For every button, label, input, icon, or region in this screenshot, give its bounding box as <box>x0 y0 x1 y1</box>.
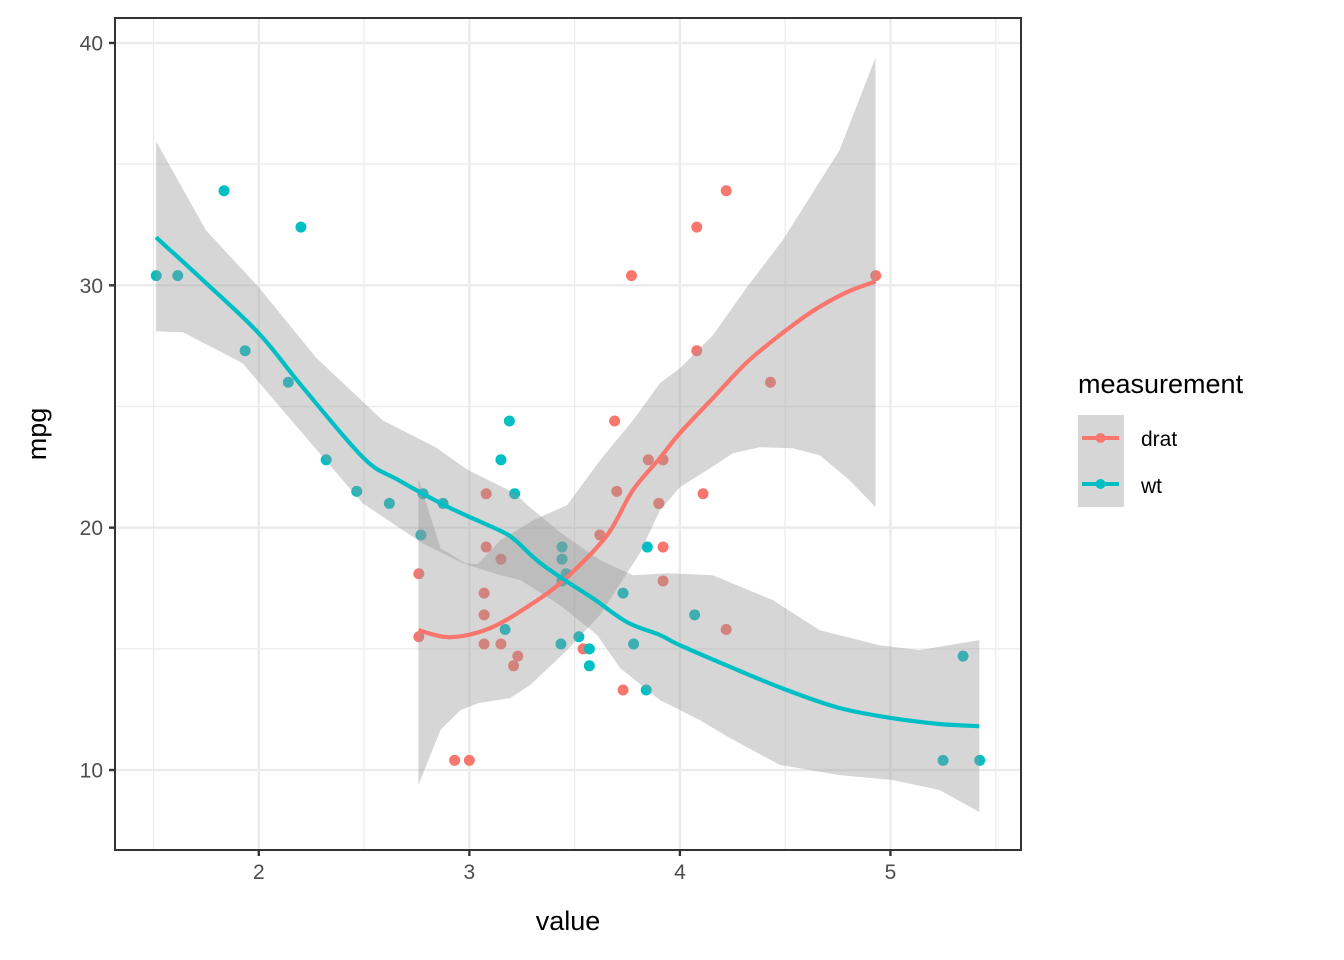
point-drat <box>697 488 709 500</box>
x-tick-label: 5 <box>885 861 897 884</box>
point-drat <box>691 221 703 233</box>
point-wt <box>555 638 567 650</box>
legend-point-drat <box>1095 433 1106 443</box>
legend-title: measurement <box>1078 369 1244 399</box>
point-wt <box>509 488 521 500</box>
point-wt <box>172 270 184 282</box>
point-wt <box>495 454 507 466</box>
legend-label-drat: drat <box>1141 428 1177 451</box>
point-wt <box>974 754 986 766</box>
legend-key-drat <box>1078 415 1124 461</box>
point-wt <box>689 609 701 621</box>
panel-background <box>115 18 1021 850</box>
smooth-line-wt <box>154 235 980 729</box>
legend-key-wt <box>1078 461 1124 507</box>
point-drat <box>764 376 776 388</box>
y-tick-label: 20 <box>80 517 103 540</box>
point-drat <box>617 684 629 696</box>
point-drat <box>478 609 490 621</box>
point-drat <box>413 631 425 643</box>
point-wt <box>150 270 162 282</box>
panel-border <box>114 17 1022 851</box>
point-wt <box>351 485 363 497</box>
minor-gridlines <box>115 18 1021 850</box>
point-drat <box>495 553 507 565</box>
point-wt <box>556 553 568 565</box>
point-drat <box>657 541 669 553</box>
point-drat <box>508 660 520 672</box>
point-drat <box>495 638 507 650</box>
point-drat <box>625 270 637 282</box>
point-wt <box>499 623 511 635</box>
point-drat <box>657 575 669 587</box>
point-wt <box>556 541 568 553</box>
point-wt <box>583 643 595 655</box>
point-drat <box>478 638 490 650</box>
points-layer <box>150 185 986 766</box>
confidence-ribbon-wt <box>156 141 980 812</box>
point-wt <box>628 638 640 650</box>
plot-panel <box>114 17 1022 851</box>
legend: measurement drat wt <box>1078 369 1244 507</box>
x-axis-title: value <box>536 906 601 936</box>
point-drat <box>611 485 623 497</box>
point-wt <box>957 650 969 662</box>
point-wt <box>937 754 949 766</box>
smooth-line-drat <box>417 279 877 640</box>
point-wt <box>583 660 595 672</box>
point-wt <box>295 221 307 233</box>
point-wt <box>383 497 395 509</box>
smooth-lines-layer <box>154 235 980 729</box>
y-tick-label: 10 <box>80 760 103 783</box>
y-tick-label: 40 <box>80 32 103 55</box>
point-drat <box>463 754 475 766</box>
y-axis: 10 20 30 40 <box>80 32 115 783</box>
x-axis: 2 3 4 5 <box>253 850 896 884</box>
point-drat <box>480 541 492 553</box>
point-drat <box>642 454 654 466</box>
x-tick-label: 2 <box>253 861 265 884</box>
point-drat <box>480 488 492 500</box>
point-wt <box>415 529 427 541</box>
point-wt <box>282 376 294 388</box>
point-drat <box>512 650 524 662</box>
point-wt <box>320 454 332 466</box>
point-wt <box>641 541 653 553</box>
point-drat <box>691 345 703 357</box>
point-wt <box>617 587 629 599</box>
point-wt <box>239 345 251 357</box>
point-drat <box>449 754 461 766</box>
point-wt <box>503 415 515 427</box>
point-drat <box>653 497 665 509</box>
point-drat <box>609 415 621 427</box>
legend-point-wt <box>1095 479 1106 489</box>
point-drat <box>478 587 490 599</box>
point-wt <box>573 631 585 643</box>
point-drat <box>870 270 882 282</box>
y-axis-title: mpg <box>22 408 52 461</box>
point-drat <box>720 623 732 635</box>
point-wt <box>218 185 230 197</box>
x-tick-label: 4 <box>674 861 686 884</box>
legend-label-wt: wt <box>1140 475 1162 498</box>
point-wt <box>640 684 652 696</box>
y-tick-label: 30 <box>80 275 103 298</box>
point-drat <box>720 185 732 197</box>
point-drat <box>413 568 425 580</box>
x-tick-label: 3 <box>464 861 476 884</box>
